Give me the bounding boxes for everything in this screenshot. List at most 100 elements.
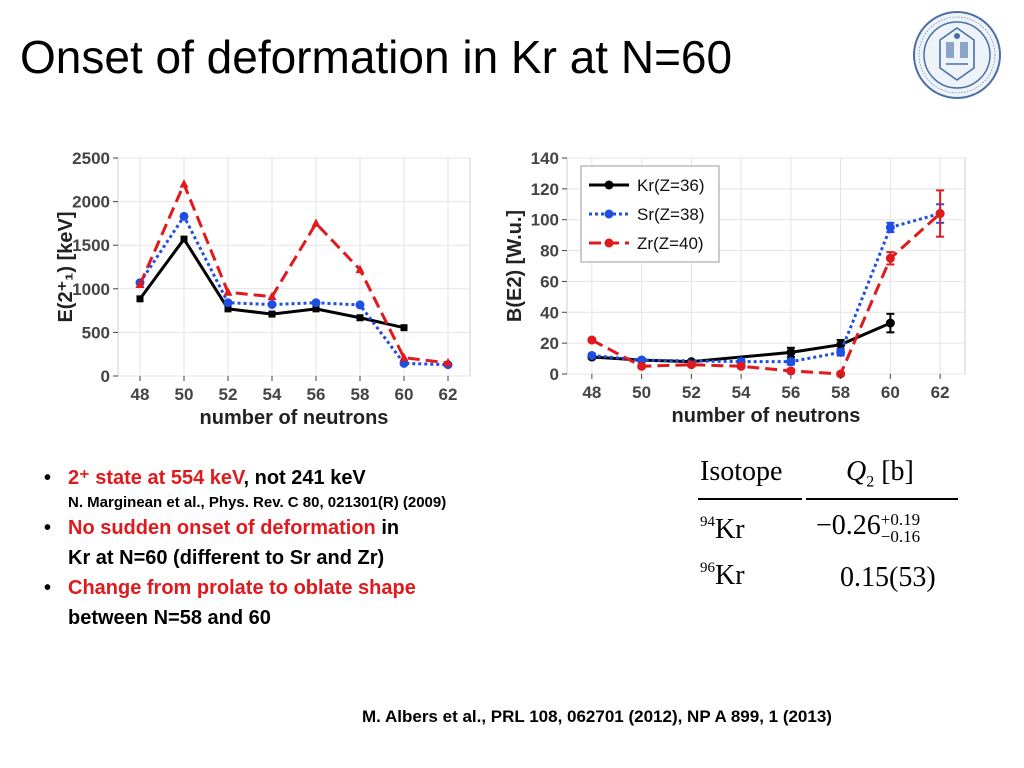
data-point xyxy=(836,340,846,350)
bullet-highlight: Change from prolate to oblate shape xyxy=(68,577,416,599)
data-point xyxy=(686,360,696,370)
data-point xyxy=(224,305,232,313)
x-tick-label: 52 xyxy=(682,383,701,402)
x-tick-label: 62 xyxy=(439,385,458,404)
table-header-q: Q2 [b] xyxy=(846,456,914,492)
data-point xyxy=(180,235,188,243)
x-tick-label: 58 xyxy=(351,385,370,404)
data-point xyxy=(179,179,189,188)
be2-chart: 0 20 40 60 80 100 120 140 48 50 52 54 56 58 60 62 number… xyxy=(505,149,966,427)
data-point xyxy=(135,279,145,288)
table-row-value: 0.15(53) xyxy=(840,562,936,593)
data-point xyxy=(355,300,365,310)
legend-label: Zr(Z=40) xyxy=(637,234,704,253)
x-tick-label: 60 xyxy=(395,385,414,404)
data-point xyxy=(355,264,365,274)
bullet-list: • 2⁺ state at 554 keV, not 241 keV N. Ma… xyxy=(44,463,664,633)
y-tick-label: 120 xyxy=(531,180,559,199)
data-point xyxy=(223,298,233,308)
bullet-continuation: Kr at N=60 (different to Sr and Zr) xyxy=(68,547,385,569)
data-point xyxy=(637,355,647,365)
chart2-axes: 0 20 40 60 80 100 120 140 48 50 52 54 56 58 60 62 number… xyxy=(505,149,950,427)
data-point xyxy=(786,347,796,357)
data-point xyxy=(587,350,597,360)
table-header-isotope: Isotope xyxy=(700,456,783,487)
bullet-citation: N. Marginean et al., Phys. Rev. C 80, 02… xyxy=(68,494,447,511)
data-point xyxy=(312,305,320,313)
table-row-isotope: 96Kr xyxy=(700,560,745,592)
q-subscript: 2 xyxy=(866,473,875,491)
legend-label: Kr(Z=36) xyxy=(637,176,705,195)
data-point xyxy=(400,324,408,332)
data-point xyxy=(786,357,796,367)
x-tick-label: 48 xyxy=(582,383,601,402)
x-tick-label: 58 xyxy=(831,383,850,402)
y-tick-label: 20 xyxy=(540,334,559,353)
table-rule-left xyxy=(698,498,802,500)
legend-marker xyxy=(604,209,614,219)
bullet-continuation: between N=58 and 60 xyxy=(68,607,271,629)
chart1-series xyxy=(135,179,453,370)
quadrupole-moment-table: Isotope Q2 [b] 94Kr −0.26 +0.19 −0.16 96Kr… xyxy=(698,452,960,602)
x-tick-label: 60 xyxy=(881,383,900,402)
x-tick-label: 56 xyxy=(307,385,326,404)
y-axis-label: B(E2) [W.u.] xyxy=(505,210,526,322)
mass-number: 94 xyxy=(700,514,715,530)
chart2-series xyxy=(587,189,945,379)
x-tick-label: 62 xyxy=(931,383,950,402)
element-symbol: Kr xyxy=(715,560,745,591)
bullet-dot: • xyxy=(44,517,52,539)
y-tick-label: 1500 xyxy=(72,236,110,255)
bullet-highlight: No sudden onset of deformation xyxy=(68,517,376,539)
reference-citation: M. Albers et al., PRL 108, 062701 (2012)… xyxy=(362,707,832,726)
data-point xyxy=(443,357,453,367)
data-point xyxy=(786,366,796,376)
series-line xyxy=(591,321,891,364)
y-tick-label: 2500 xyxy=(72,149,110,168)
x-tick-label: 56 xyxy=(781,383,800,402)
data-point xyxy=(223,287,233,296)
chart2-legend: Kr(Z=36) Sr(Z=38) Zr(Z=40) xyxy=(580,165,720,263)
series-line xyxy=(138,180,449,365)
lower-error: −0.16 xyxy=(880,526,921,546)
legend-marker xyxy=(604,238,614,248)
x-tick-label: 54 xyxy=(732,383,751,402)
y-tick-label: 1000 xyxy=(72,280,110,299)
y-tick-label: 500 xyxy=(82,323,110,342)
bullet-text: , not 241 keV xyxy=(243,467,366,489)
x-tick-label: 48 xyxy=(131,385,150,404)
upper-error: +0.19 xyxy=(880,509,921,529)
q-value: −0.26 xyxy=(816,510,881,541)
x-tick-label: 50 xyxy=(175,385,194,404)
legend-marker xyxy=(604,180,614,190)
y-tick-label: 0 xyxy=(101,367,110,386)
q-symbol: Q xyxy=(846,456,867,487)
data-point xyxy=(637,361,647,371)
university-seal-icon xyxy=(913,11,1001,99)
data-point xyxy=(267,299,277,309)
data-point xyxy=(399,352,409,362)
element-symbol: Kr xyxy=(715,514,745,545)
data-point xyxy=(885,318,895,328)
y-tick-label: 40 xyxy=(540,303,559,322)
data-point xyxy=(587,335,597,345)
y-tick-label: 80 xyxy=(540,242,559,261)
excitation-energy-chart: 0 500 1000 1500 2000 2500 48 50 52 54 56 58 60 62 numb… xyxy=(55,149,471,429)
data-point xyxy=(356,314,364,322)
data-point xyxy=(268,310,276,318)
y-tick-label: 2000 xyxy=(72,193,110,212)
bullet-dot: • xyxy=(44,467,52,489)
x-tick-label: 54 xyxy=(263,385,282,404)
data-point xyxy=(935,209,945,219)
table-row-value: −0.26 +0.19 −0.16 xyxy=(816,510,920,545)
y-axis-label: E(2⁺₁) [keV] xyxy=(55,211,77,322)
data-point xyxy=(311,298,321,308)
y-tick-label: 100 xyxy=(531,211,559,230)
y-tick-label: 0 xyxy=(550,365,559,384)
table-row-isotope: 94Kr xyxy=(700,514,745,546)
chart1-axes: 0 500 1000 1500 2000 2500 48 50 52 54 56 58 60 62 numb… xyxy=(55,149,457,429)
chart1-grid xyxy=(117,157,471,377)
data-point xyxy=(885,222,895,232)
series-line xyxy=(138,213,449,367)
x-tick-label: 50 xyxy=(632,383,651,402)
